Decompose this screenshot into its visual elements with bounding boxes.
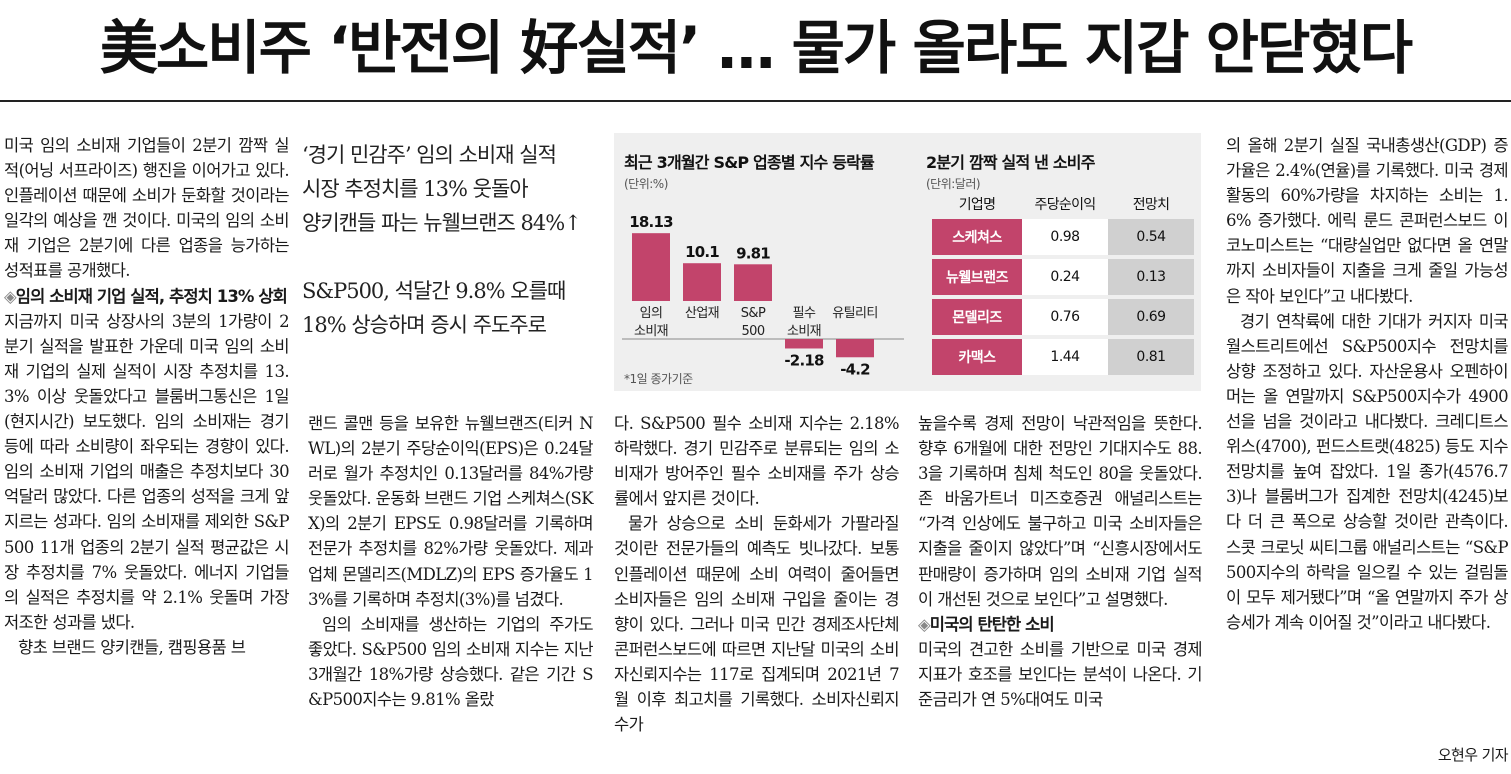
headline-rule	[0, 100, 1511, 102]
category-label: 소비재	[787, 324, 821, 339]
company-name: 뉴웰브랜즈	[932, 259, 1022, 295]
table-row: 스케쳐스 0.98 0.54	[932, 219, 1194, 255]
table-row: 몬델리즈 0.76 0.69	[932, 299, 1194, 335]
data-label: 18.13	[629, 213, 673, 231]
table-row: 카맥스 1.44 0.81	[932, 339, 1194, 375]
paragraph: 지금까지 미국 상장사의 3분의 1가량이 2분기 실적을 발표한 가운데 미국…	[4, 311, 290, 632]
table-row: 뉴웰브랜즈 0.24 0.13	[932, 259, 1194, 295]
deck: ‘경기 민감주’ 임의 소비재 실적 시장 추정치를 13% 웃돌아 양키캔들 …	[302, 138, 602, 342]
table-header: 주당순이익	[1034, 197, 1097, 213]
diamond-bullet-icon: ◈	[4, 286, 17, 306]
deck-line: ‘경기 민감주’ 임의 소비재 실적	[302, 143, 557, 167]
article-column-2: 랜드 콜맨 등을 보유한 뉴웰브랜즈(티커 NWL)의 2분기 주당순이익(EP…	[308, 411, 594, 712]
deck-line: S&P500, 석달간 9.8% 오를때	[302, 279, 566, 303]
table-header: 전망치	[1132, 197, 1170, 213]
paragraph: 임의 소비재를 생산하는 기업의 주가도 좋았다. S&P500 임의 소비재 …	[308, 614, 594, 710]
data-label: 10.1	[685, 243, 719, 261]
subhead-text: 미국의 탄탄한 소비	[929, 614, 1055, 634]
chart-bar	[683, 263, 721, 301]
category-label: 소비재	[634, 324, 668, 339]
deck-line: 18% 상승하며 증시 주도주로	[302, 313, 547, 337]
chart-title: 최근 3개월간 S&P 업종별 지수 등락률	[624, 153, 875, 172]
chart-bar	[785, 339, 823, 349]
paragraph: 다. S&P500 필수 소비재 지수는 2.18% 하락했다. 경기 민감주로…	[614, 414, 900, 509]
estimate-value: 0.81	[1108, 339, 1194, 375]
estimate-value: 0.69	[1108, 299, 1194, 335]
eps-value: 0.98	[1022, 219, 1108, 255]
section-subhead: ◈미국의 탄탄한 소비	[918, 612, 1202, 637]
category-label: 500	[741, 324, 764, 339]
category-label: 임의	[640, 306, 663, 321]
category-label: S&P	[741, 306, 766, 321]
paragraph: 의 올해 2분기 실질 국내총생산(GDP) 증가율은 2.4%(연율)를 기록…	[1226, 136, 1509, 306]
eps-value: 0.76	[1022, 299, 1108, 335]
category-label: 유틸리티	[832, 306, 877, 321]
diamond-bullet-icon: ◈	[918, 614, 931, 634]
data-label: 9.81	[736, 244, 770, 262]
deck-line: 시장 추정치를 13% 웃돌아	[302, 177, 529, 201]
article-column-3: 다. S&P500 필수 소비재 지수는 2.18% 하락했다. 경기 민감주로…	[614, 411, 900, 737]
paragraph: 미국 임의 소비재 기업들이 2분기 깜짝 실적(어닝 서프라이즈) 행진을 이…	[4, 136, 290, 281]
article-column-5: 의 올해 2분기 실질 국내총생산(GDP) 증가율은 2.4%(연율)를 기록…	[1226, 133, 1509, 635]
article-column-1: 미국 임의 소비재 기업들이 2분기 깜짝 실적(어닝 서프라이즈) 행진을 이…	[4, 133, 290, 660]
category-label: 산업재	[685, 306, 719, 321]
table-header: 기업명	[958, 197, 996, 213]
paragraph: 경기 연착륙에 대한 기대가 커지자 미국 월스트리트에선 S&P500지수 전…	[1226, 311, 1509, 632]
table-unit: (단위:달러)	[926, 177, 981, 191]
estimate-value: 0.54	[1108, 219, 1194, 255]
eps-table: 기업명 주당순이익 전망치 스케쳐스 0.98 0.54 뉴웰브랜즈 0.24 …	[932, 189, 1194, 379]
subhead-text: 임의 소비재 기업 실적, 추정치 13% 상회	[15, 286, 288, 306]
chart-bar	[836, 339, 874, 358]
chart-bar	[734, 264, 772, 301]
deck-line: 양키캔들 파는 뉴웰브랜즈 84%↑	[302, 211, 582, 235]
article-column-4: 높을수록 경제 전망이 낙관적임을 뜻한다. 향후 6개월에 대한 전망인 기대…	[918, 411, 1203, 712]
paragraph: 랜드 콜맨 등을 보유한 뉴웰브랜즈(티커 NWL)의 2분기 주당순이익(EP…	[308, 414, 594, 609]
company-name: 스케쳐스	[932, 219, 1022, 255]
section-subhead: ◈임의 소비재 기업 실적, 추정치 13% 상회	[4, 284, 289, 309]
paragraph: 미국의 견고한 소비를 기반으로 미국 경제 지표가 호조를 보인다는 분석이 …	[918, 639, 1203, 710]
paragraph: 높을수록 경제 전망이 낙관적임을 뜻한다. 향후 6개월에 대한 전망인 기대…	[918, 414, 1203, 609]
headline: 美소비주 ‘반전의 好실적’ … 물가 올라도 지갑 안닫혔다	[99, 14, 1413, 82]
category-label: 필수	[793, 306, 816, 321]
company-name: 카맥스	[932, 339, 1022, 375]
data-label: -2.18	[784, 351, 824, 369]
byline: 오현우 기자	[1437, 746, 1509, 764]
estimate-value: 0.13	[1108, 259, 1194, 295]
chart-footnote: *1일 종가기준	[624, 372, 693, 386]
table-title: 2분기 깜짝 실적 낸 소비주	[926, 153, 1095, 172]
data-label: -4.2	[840, 360, 870, 378]
company-name: 몬델리즈	[932, 299, 1022, 335]
paragraph: 향초 브랜드 양키캔들, 캠핑용품 브	[18, 637, 246, 657]
paragraph: 물가 상승으로 소비 둔화세가 가팔라질 것이란 전문가들의 예측도 빗나갔다.…	[614, 514, 900, 735]
chart-unit: (단위:%)	[624, 177, 668, 191]
chart-bar	[632, 233, 670, 301]
eps-value: 1.44	[1022, 339, 1108, 375]
table-header-row: 기업명 주당순이익 전망치	[932, 189, 1194, 219]
eps-value: 0.24	[1022, 259, 1108, 295]
